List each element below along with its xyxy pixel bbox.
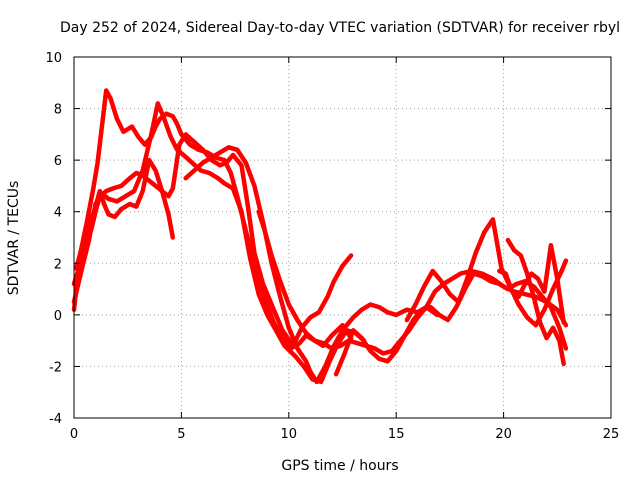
series-trace-10: [497, 242, 566, 325]
series-trace-3: [71, 101, 367, 385]
series-trace-9: [505, 237, 566, 367]
data-traces: [71, 88, 569, 385]
x-tick-label: 20: [495, 427, 512, 442]
x-tick-labels: 0 5 10 15 20 25: [70, 427, 619, 442]
series-trace-8: [404, 217, 569, 328]
series-trace-5: [183, 145, 440, 385]
series-trace-2: [71, 132, 354, 349]
x-tick-label: 5: [177, 427, 185, 442]
y-tick-label: 10: [45, 51, 62, 66]
x-tick-label: 10: [281, 427, 298, 442]
y-tick-label: 6: [54, 154, 62, 169]
plot-frame: [73, 56, 612, 419]
series-trace-1: [71, 88, 354, 351]
y-tick-label: 8: [54, 103, 62, 118]
y-tick-label: -4: [49, 412, 62, 427]
y-axis-label: SDTVAR / TECUs: [6, 181, 22, 296]
chart-title: Day 252 of 2024, Sidereal Day-to-day VTE…: [60, 20, 620, 36]
x-tick-label: 0: [70, 427, 78, 442]
axis-ticks: [73, 56, 612, 419]
y-tick-label: 4: [54, 206, 62, 221]
x-tick-label: 15: [388, 427, 405, 442]
x-tick-label: 25: [603, 427, 620, 442]
series-trace-4: [73, 157, 176, 271]
y-tick-label: -2: [49, 360, 62, 375]
x-axis-label: GPS time / hours: [281, 458, 398, 474]
y-tick-label: 0: [54, 309, 62, 324]
y-tick-label: 2: [54, 257, 62, 272]
y-tick-labels: -4 -2 0 2 4 6 8 10: [45, 51, 62, 427]
